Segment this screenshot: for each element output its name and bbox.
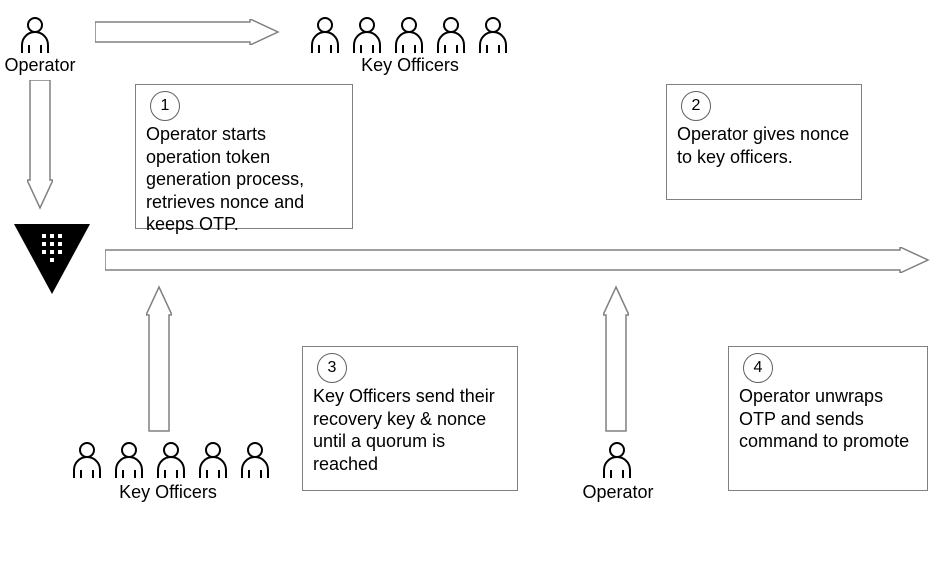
- operator-top-icon: [18, 15, 52, 60]
- operator-bottom-label: Operator: [578, 482, 658, 503]
- arrow-operator-to-officers: [95, 19, 280, 45]
- hsm-icon: [12, 222, 92, 296]
- step-1-text: Operator starts operation token generati…: [146, 123, 342, 236]
- arrow-operator-bottom-up: [603, 285, 629, 433]
- key-officers-top-icon: [308, 15, 518, 60]
- arrow-main-flow: [105, 247, 930, 273]
- step-3-number: 3: [317, 353, 347, 383]
- arrow-operator-to-hsm: [27, 80, 53, 210]
- operator-bottom-icon: [600, 440, 634, 485]
- key-officers-bottom-label: Key Officers: [108, 482, 228, 503]
- step-1-number: 1: [150, 91, 180, 121]
- operator-top-label: Operator: [0, 55, 80, 76]
- arrow-officers-up: [146, 285, 172, 433]
- step-3-box: 3 Key Officers send their recovery key &…: [302, 346, 518, 491]
- step-3-text: Key Officers send their recovery key & n…: [313, 385, 507, 475]
- step-4-box: 4 Operator unwraps OTP and sends command…: [728, 346, 928, 491]
- step-1-box: 1 Operator starts operation token genera…: [135, 84, 353, 229]
- step-2-box: 2 Operator gives nonce to key officers.: [666, 84, 862, 200]
- step-2-number: 2: [681, 91, 711, 121]
- step-2-text: Operator gives nonce to key officers.: [677, 123, 851, 168]
- key-officers-bottom-icon: [70, 440, 280, 485]
- step-4-number: 4: [743, 353, 773, 383]
- step-4-text: Operator unwraps OTP and sends command t…: [739, 385, 917, 453]
- diagram-canvas: Operator Key Officers 1 Operator starts …: [0, 0, 946, 562]
- key-officers-top-label: Key Officers: [350, 55, 470, 76]
